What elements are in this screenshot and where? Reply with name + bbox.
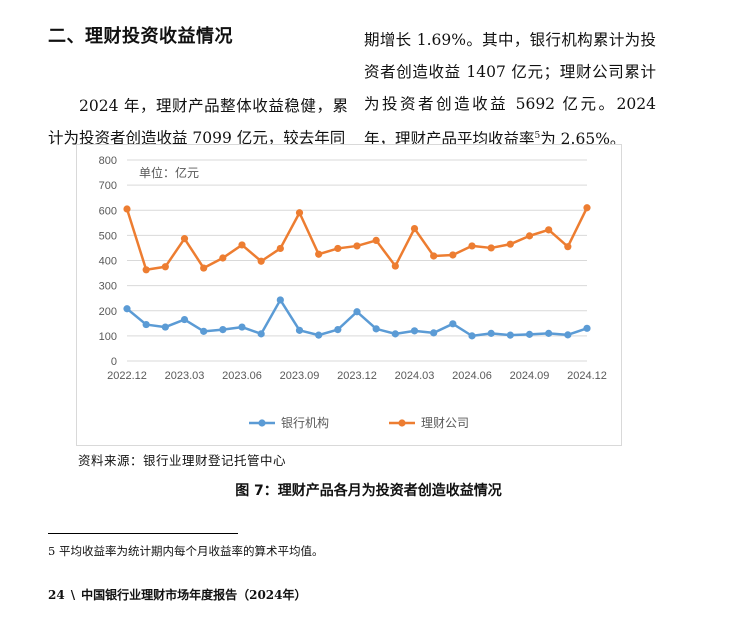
- data-point: [525, 330, 534, 338]
- y-tick-label: 400: [99, 256, 117, 268]
- data-point: [449, 320, 457, 328]
- data-point: [334, 325, 342, 334]
- data-point: [449, 251, 457, 259]
- y-tick-label: 600: [99, 205, 117, 217]
- data-point: [583, 204, 591, 212]
- x-tick-label: 2024.09: [510, 370, 550, 382]
- body-right-column: 期增长 1.69%。其中，银行机构累计为投资者创造收益 1407 亿元；理财公司…: [364, 24, 656, 155]
- data-point: [468, 242, 476, 250]
- data-point: [257, 257, 265, 265]
- chart-frame: 0 100 200 300 400 500 600 700 800 2022.12 2023.03 2…: [76, 144, 622, 446]
- data-point: [200, 327, 208, 335]
- data-point: [295, 326, 304, 334]
- data-point: [142, 320, 150, 329]
- data-point: [525, 232, 534, 240]
- data-point: [200, 264, 208, 272]
- page-footer: 24 \ 中国银行业理财市场年度报告（2024年）: [48, 586, 307, 603]
- data-point: [353, 308, 361, 316]
- report-title: 中国银行业理财市场年度报告（2024年）: [81, 588, 307, 602]
- data-point: [545, 226, 553, 234]
- x-tick-label: 2023.12: [337, 370, 377, 382]
- data-point: [391, 330, 399, 338]
- data-point: [161, 263, 169, 271]
- data-point: [372, 236, 380, 244]
- data-point: [410, 327, 419, 335]
- data-point: [123, 305, 131, 313]
- data-point: [410, 224, 419, 233]
- x-tick-label: 2024.12: [567, 370, 607, 382]
- data-point: [564, 243, 572, 251]
- chart-unit-label: 单位：亿元: [139, 165, 199, 180]
- section-heading: 二、理财投资收益情况: [48, 26, 233, 47]
- data-point: [276, 296, 284, 304]
- data-point: [583, 324, 591, 332]
- legend-marker: [258, 419, 266, 427]
- data-point: [545, 329, 553, 337]
- data-point: [506, 331, 514, 339]
- body-right-text: 期增长 1.69%。其中，银行机构累计为投资者创造收益 1407 亿元；理财公司…: [364, 31, 656, 148]
- data-point: [276, 244, 284, 253]
- data-point: [295, 209, 304, 217]
- y-tick-label: 800: [99, 155, 117, 167]
- legend-label: 银行机构: [281, 415, 329, 430]
- footer-separator: \: [70, 588, 76, 602]
- data-point: [238, 323, 246, 331]
- page-number: 24: [48, 588, 65, 602]
- data-point: [487, 329, 495, 337]
- y-tick-label: 0: [111, 356, 117, 368]
- data-point: [564, 331, 572, 339]
- data-source: 资料来源：银行业理财登记托管中心: [78, 453, 287, 468]
- data-point: [315, 331, 323, 339]
- data-point: [487, 244, 495, 252]
- data-point: [123, 205, 131, 213]
- line-chart: 0 100 200 300 400 500 600 700 800 2022.12 2023.03 2…: [99, 155, 607, 430]
- legend-marker: [398, 419, 406, 427]
- data-point: [430, 252, 438, 260]
- x-tick-label: 2022.12: [107, 370, 147, 382]
- body-left-column: 2024 年，理财产品整体收益稳健，累计为投资者创造收益 7099 亿元，较去年…: [48, 90, 348, 154]
- data-point: [315, 250, 323, 258]
- body-left-text: 2024 年，理财产品整体收益稳健，累计为投资者创造收益 7099 亿元，较去年…: [48, 97, 348, 147]
- data-point: [372, 325, 380, 333]
- figure-caption: 图 7：理财产品各月为投资者创造收益情况: [235, 483, 502, 499]
- x-tick-label: 2023.03: [165, 370, 205, 382]
- data-point: [219, 254, 227, 262]
- data-point: [161, 323, 169, 331]
- data-point: [180, 315, 189, 324]
- y-tick-label: 500: [99, 230, 117, 242]
- data-point: [430, 329, 438, 337]
- data-point: [334, 244, 342, 253]
- data-point: [219, 325, 227, 334]
- x-tick-label: 2023.09: [280, 370, 320, 382]
- footnote-divider: [48, 533, 238, 534]
- y-tick-label: 700: [99, 180, 117, 192]
- x-tick-label: 2024.03: [395, 370, 435, 382]
- y-tick-label: 100: [99, 331, 117, 343]
- data-point: [468, 332, 476, 340]
- x-tick-label: 2024.06: [452, 370, 492, 382]
- data-point: [142, 266, 150, 274]
- body-right-text-end: 为 2.65%。: [540, 130, 626, 148]
- x-tick-label: 2023.06: [222, 370, 262, 382]
- footnote: 5 平均收益率为统计期内每个月收益率的算术平均值。: [48, 544, 324, 558]
- data-point: [180, 235, 189, 243]
- data-point: [257, 330, 265, 338]
- data-point: [353, 242, 361, 250]
- y-tick-label: 200: [99, 306, 117, 318]
- data-point: [238, 241, 246, 249]
- data-point: [391, 262, 399, 270]
- legend-label: 理财公司: [421, 416, 469, 430]
- footnote-marker: 5: [534, 131, 541, 141]
- y-tick-label: 300: [99, 281, 117, 293]
- series-line-bank: [126, 298, 588, 338]
- data-point: [506, 240, 514, 248]
